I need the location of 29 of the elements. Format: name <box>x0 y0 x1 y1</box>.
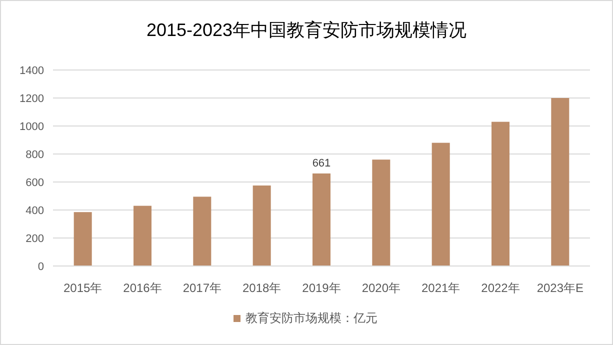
y-tick-label: 0 <box>38 261 44 273</box>
data-label: 661 <box>312 157 331 170</box>
bar <box>551 98 570 266</box>
bar <box>432 142 450 266</box>
bar <box>193 196 212 266</box>
y-tick-label: 1200 <box>20 93 44 105</box>
bar <box>134 206 152 266</box>
bar <box>74 212 92 266</box>
bar <box>492 122 510 266</box>
bar <box>252 186 271 266</box>
y-tick-label: 800 <box>26 149 44 161</box>
x-tick-label: 2022年 <box>481 281 520 295</box>
legend-label: 教育安防市场规模：亿元 <box>246 311 378 325</box>
bar <box>372 160 390 266</box>
chart-title: 2015-2023年中国教育安防市场规模情况 <box>146 20 467 40</box>
y-tick-label: 600 <box>26 177 44 189</box>
x-tick-label: 2018年 <box>242 281 282 295</box>
y-tick-label: 200 <box>26 233 44 245</box>
x-tick-label: 2017年 <box>182 281 222 295</box>
x-tick-label: 2015年 <box>63 281 102 295</box>
x-tick-label: 2019年 <box>302 281 341 295</box>
x-tick-label: 2023年E <box>536 281 584 295</box>
x-tick-label: 2021年 <box>421 281 460 295</box>
x-tick-label: 2016年 <box>123 281 162 295</box>
y-tick-label: 400 <box>26 205 44 217</box>
y-tick-label: 1000 <box>20 121 44 133</box>
bar <box>312 173 330 266</box>
x-tick-label: 2020年 <box>362 281 401 295</box>
y-tick-label: 1400 <box>20 65 44 77</box>
